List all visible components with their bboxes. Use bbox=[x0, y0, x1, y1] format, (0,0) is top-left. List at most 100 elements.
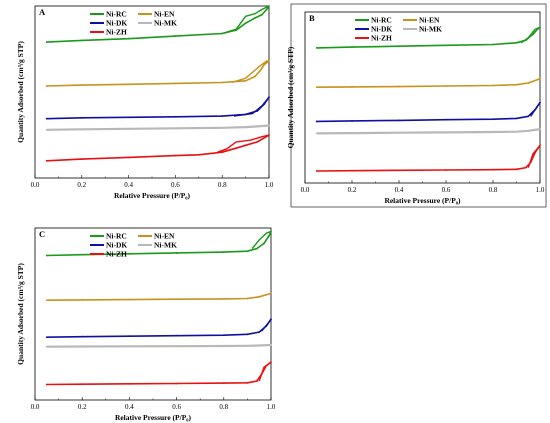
data-point bbox=[221, 115, 224, 117]
legend-label: Ni-EN bbox=[419, 16, 440, 25]
series-ni-dk-desorption bbox=[261, 318, 272, 332]
data-point bbox=[174, 35, 177, 37]
series-ni-rc-desorption bbox=[251, 230, 272, 250]
data-point bbox=[246, 250, 249, 253]
data-point bbox=[270, 292, 272, 295]
data-point bbox=[81, 383, 84, 386]
data-point bbox=[80, 84, 83, 87]
data-point bbox=[525, 39, 527, 42]
data-point bbox=[222, 297, 225, 300]
data-point bbox=[527, 129, 530, 132]
data-point bbox=[268, 134, 270, 136]
data-point bbox=[265, 364, 268, 367]
x-tick-label: 0.0 bbox=[301, 186, 310, 194]
x-axis-title: Relative Pressure (P/P₀) bbox=[115, 413, 192, 422]
data-point bbox=[255, 247, 258, 250]
legend-label: Ni-EN bbox=[154, 232, 175, 241]
y-axis-title: Quantity Adsorbed (cm³/g STP) bbox=[16, 41, 25, 143]
data-point bbox=[175, 334, 178, 337]
data-point bbox=[539, 26, 541, 29]
series-ni-dk-desorption bbox=[233, 96, 270, 117]
legend-label: Ni-EN bbox=[154, 10, 175, 19]
data-point bbox=[127, 127, 130, 130]
data-point bbox=[351, 85, 353, 88]
legend-label: Ni-MK bbox=[154, 241, 177, 250]
series-ni-mk-adsorption bbox=[316, 128, 541, 135]
series-ni-dk-adsorption bbox=[316, 102, 541, 123]
data-point bbox=[244, 79, 247, 82]
data-point bbox=[128, 382, 131, 385]
data-point bbox=[174, 82, 177, 85]
data-point bbox=[80, 116, 83, 119]
data-point bbox=[258, 331, 261, 333]
data-point bbox=[127, 116, 130, 119]
legend-label: Ni-DK bbox=[371, 25, 392, 34]
data-point bbox=[492, 118, 494, 121]
x-tick-label: 0.4 bbox=[124, 181, 133, 189]
x-tick-label: 0.8 bbox=[218, 181, 227, 189]
data-point bbox=[244, 144, 247, 147]
y-axis-title: Quantity Adsorbed (cm³/g STP) bbox=[286, 46, 295, 148]
data-point bbox=[256, 110, 259, 112]
legend-label: Ni-MK bbox=[154, 19, 177, 28]
data-point bbox=[539, 144, 541, 147]
data-point bbox=[265, 8, 268, 11]
data-point bbox=[265, 325, 268, 327]
data-point bbox=[445, 118, 447, 121]
data-point bbox=[45, 41, 48, 44]
data-point bbox=[80, 128, 83, 131]
data-point bbox=[270, 361, 272, 364]
series-ni-dk-adsorption bbox=[46, 318, 272, 338]
data-point bbox=[315, 47, 318, 49]
data-point bbox=[492, 84, 494, 87]
data-point bbox=[270, 318, 272, 321]
data-point bbox=[45, 299, 48, 302]
x-tick-label: 0.0 bbox=[31, 181, 40, 189]
data-point bbox=[45, 85, 48, 87]
data-point bbox=[221, 81, 224, 84]
data-point bbox=[351, 120, 353, 122]
data-point bbox=[534, 151, 537, 154]
data-point bbox=[246, 381, 249, 384]
x-tick-label: 0.0 bbox=[31, 403, 40, 411]
legend-label: Ni-DK bbox=[106, 19, 127, 28]
legend-label: Ni-MK bbox=[419, 25, 442, 34]
data-point bbox=[45, 254, 48, 257]
data-point bbox=[244, 22, 247, 25]
x-tick-label: 1.0 bbox=[267, 403, 276, 411]
legend-label: Ni-ZH bbox=[106, 28, 127, 37]
data-point bbox=[175, 252, 178, 254]
data-point bbox=[539, 101, 541, 104]
data-point bbox=[398, 131, 400, 134]
plot-area bbox=[304, 11, 541, 184]
series-ni-rc-adsorption bbox=[46, 231, 272, 257]
data-point bbox=[515, 130, 518, 133]
data-point bbox=[222, 251, 225, 253]
legend-label: Ni-RC bbox=[106, 10, 127, 19]
data-point bbox=[315, 86, 318, 89]
data-point bbox=[515, 168, 518, 171]
panel-A: A 0.0 0.2 0.4 0.6 0.8 1.0 Relative Pressure (P/… bbox=[16, 5, 274, 200]
x-tick-label: 0.2 bbox=[78, 403, 87, 411]
x-tick-label: 0.6 bbox=[442, 186, 451, 194]
data-point bbox=[45, 383, 48, 386]
data-point bbox=[175, 298, 178, 301]
data-point bbox=[45, 336, 48, 339]
data-point bbox=[398, 45, 400, 48]
data-point bbox=[258, 295, 261, 298]
legend-label: Ni-RC bbox=[106, 232, 127, 241]
data-point bbox=[270, 344, 272, 346]
data-point bbox=[445, 85, 447, 87]
data-point bbox=[532, 33, 534, 36]
data-point bbox=[445, 169, 447, 171]
x-axis-title: Relative Pressure (P/P₀) bbox=[114, 191, 191, 200]
data-point bbox=[256, 125, 259, 128]
series-ni-mk-adsorption bbox=[46, 124, 270, 131]
data-point bbox=[445, 131, 447, 134]
data-point bbox=[45, 159, 48, 162]
data-point bbox=[222, 345, 225, 347]
data-point bbox=[398, 85, 400, 88]
legend: Ni-RC Ni-EN Ni-DK Ni-MK Ni-ZH bbox=[90, 10, 177, 37]
x-tick-label: 0.2 bbox=[348, 186, 357, 194]
